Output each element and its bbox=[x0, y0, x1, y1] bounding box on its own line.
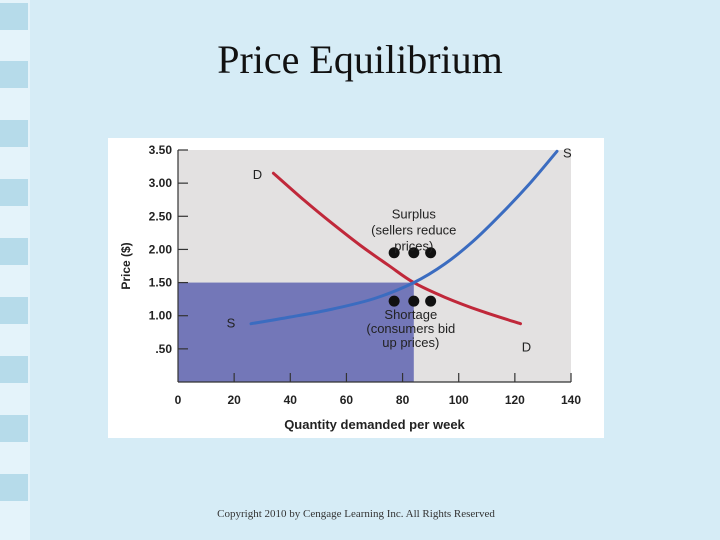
sidebar-tile bbox=[0, 3, 28, 30]
chart-figure: .50 1.00 1.50 2.00 2.50 3.00 3.50 0 20 40 60 80 100 1… bbox=[108, 138, 604, 438]
x-tick-label: 100 bbox=[449, 393, 469, 407]
supply-label-end: S bbox=[563, 145, 572, 160]
y-tick-label: 1.50 bbox=[149, 276, 173, 290]
demand-curve bbox=[271, 171, 522, 326]
sidebar-tile bbox=[0, 297, 28, 324]
sidebar-tile bbox=[0, 179, 28, 206]
shortage-dot bbox=[388, 295, 400, 307]
supply-curve bbox=[249, 149, 559, 326]
y-axis-label: Price ($) bbox=[119, 242, 133, 289]
y-tick-label: 3.50 bbox=[149, 143, 173, 157]
sidebar-tile bbox=[0, 61, 28, 88]
sidebar-tile bbox=[0, 474, 28, 501]
x-tick-label: 80 bbox=[396, 393, 410, 407]
sidebar-tile bbox=[0, 120, 28, 147]
surplus-dot bbox=[408, 247, 420, 259]
y-tick-label: 2.50 bbox=[149, 209, 173, 223]
supply-label-start: S bbox=[227, 316, 236, 331]
x-tick-label: 140 bbox=[561, 393, 581, 407]
sidebar-tile bbox=[0, 415, 28, 442]
surplus-dot bbox=[388, 247, 400, 259]
surplus-annotation: prices) bbox=[394, 238, 433, 253]
shortage-annotation: up prices) bbox=[382, 335, 439, 350]
shortage-dot bbox=[408, 295, 420, 307]
y-tick-label: 2.00 bbox=[149, 242, 173, 256]
x-tick-label: 20 bbox=[227, 393, 241, 407]
x-tick-label: 60 bbox=[340, 393, 354, 407]
left-stripe bbox=[0, 0, 30, 540]
slide-title: Price Equilibrium bbox=[217, 37, 503, 82]
x-axis-label: Quantity demanded per week bbox=[284, 417, 465, 432]
supply-demand-chart: .50 1.00 1.50 2.00 2.50 3.00 3.50 0 20 40 60 80 100 1… bbox=[119, 143, 581, 432]
shortage-annotation: (consumers bid bbox=[366, 321, 455, 336]
surplus-dot bbox=[425, 247, 437, 259]
sidebar-tile bbox=[0, 238, 28, 265]
shortage-annotation: Shortage bbox=[384, 307, 437, 322]
y-tick-label: 3.00 bbox=[149, 176, 173, 190]
x-tick-label: 40 bbox=[284, 393, 298, 407]
demand-label-end: D bbox=[522, 340, 531, 355]
x-tick-label: 0 bbox=[175, 393, 182, 407]
shortage-dot bbox=[425, 295, 437, 307]
surplus-annotation: (sellers reduce bbox=[371, 222, 456, 237]
copyright-notice: Copyright 2010 by Cengage Learning Inc. … bbox=[217, 508, 495, 520]
sidebar-tile bbox=[0, 356, 28, 383]
surplus-annotation: Surplus bbox=[392, 206, 437, 221]
y-tick-label: .50 bbox=[155, 342, 172, 356]
demand-label-start: D bbox=[253, 167, 262, 182]
x-tick-label: 120 bbox=[505, 393, 525, 407]
y-tick-label: 1.00 bbox=[149, 309, 173, 323]
